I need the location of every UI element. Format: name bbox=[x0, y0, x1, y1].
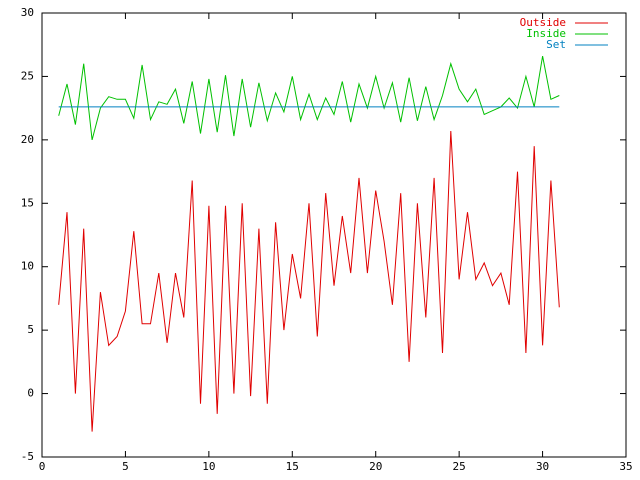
x-tick-label: 15 bbox=[286, 460, 299, 473]
x-tick-label: 20 bbox=[369, 460, 382, 473]
x-tick-label: 30 bbox=[536, 460, 549, 473]
y-tick-label: 0 bbox=[27, 387, 34, 400]
y-tick-label: 20 bbox=[21, 133, 34, 146]
legend-label: Inside bbox=[526, 27, 566, 40]
y-tick-label: 15 bbox=[21, 196, 34, 209]
legend-label: Outside bbox=[520, 16, 566, 29]
series-line bbox=[58, 56, 560, 141]
y-tick-label: 30 bbox=[21, 6, 34, 19]
y-tick-label: 25 bbox=[21, 69, 34, 82]
y-tick-label: -5 bbox=[21, 450, 34, 463]
x-tick-label: 25 bbox=[453, 460, 466, 473]
plot-frame bbox=[41, 12, 627, 458]
legend-label: Set bbox=[546, 38, 566, 51]
y-tick-label: 5 bbox=[27, 323, 34, 336]
series-line bbox=[58, 130, 560, 432]
x-tick-label: 5 bbox=[122, 460, 129, 473]
y-tick-label: 10 bbox=[21, 260, 34, 273]
x-tick-label: 35 bbox=[619, 460, 632, 473]
x-tick-label: 0 bbox=[39, 460, 46, 473]
x-tick-label: 10 bbox=[202, 460, 215, 473]
